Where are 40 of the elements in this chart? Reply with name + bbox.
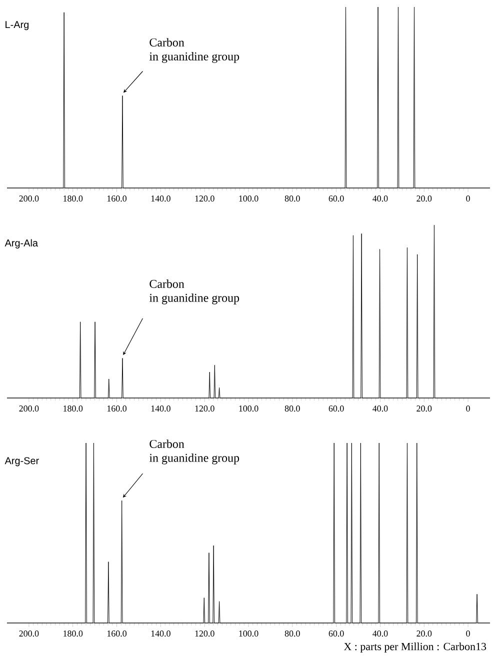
annotation: Carbon in guanidine group <box>149 440 240 464</box>
x-tick-label: 200.0 <box>19 630 39 637</box>
x-tick-label: 120.0 <box>195 630 214 637</box>
x-tick-label: 200.0 <box>19 196 39 202</box>
annotation: Carbon in guanidine group <box>149 280 240 304</box>
x-tick-label: 60.0 <box>328 406 344 412</box>
x-tick-label: 160.0 <box>107 406 127 412</box>
x-tick-label: 20.0 <box>416 630 432 637</box>
x-tick-label: 180.0 <box>64 406 83 412</box>
x-tick-label: 0 <box>466 196 470 202</box>
x-tick-label: 120.0 <box>195 196 214 202</box>
x-tick-label: 40.0 <box>372 196 388 202</box>
x-tick-label: 200.0 <box>19 406 39 412</box>
text: Arg-Ala <box>4 239 38 248</box>
x-tick-label: 80.0 <box>284 406 300 412</box>
x-tick-label: 140.0 <box>151 196 170 202</box>
x-tick-label: 0 <box>466 630 470 637</box>
x-tick-label: 100.0 <box>239 630 258 637</box>
x-tick-label: 80.0 <box>284 630 300 637</box>
text: Arg-Ser <box>4 457 39 466</box>
annotation: Carbon in guanidine group <box>149 38 240 63</box>
x-tick-label: 100.0 <box>239 196 258 202</box>
x-tick-label: 120.0 <box>195 406 214 412</box>
x-tick-label: 140.0 <box>151 406 170 412</box>
x-tick-label: 80.0 <box>284 196 300 202</box>
x-tick-label: 180.0 <box>64 630 83 637</box>
x-tick-label: 160.0 <box>107 196 127 202</box>
x-tick-label: 0 <box>466 406 470 412</box>
x-axis-title: X : parts per Million : Carbon13 <box>344 642 486 652</box>
x-tick-label: 40.0 <box>372 406 388 412</box>
x-tick-label: 140.0 <box>151 630 170 637</box>
x-tick-label: 180.0 <box>64 196 83 202</box>
text: L-Arg <box>6 21 28 30</box>
x-tick-label: 20.0 <box>416 406 432 412</box>
x-tick-label: 20.0 <box>416 196 432 202</box>
x-tick-label: 60.0 <box>328 630 344 637</box>
x-tick-label: 40.0 <box>372 630 388 637</box>
x-tick-label: 60.0 <box>328 196 344 202</box>
x-tick-label: 100.0 <box>239 406 258 412</box>
x-tick-label: 160.0 <box>107 630 127 637</box>
